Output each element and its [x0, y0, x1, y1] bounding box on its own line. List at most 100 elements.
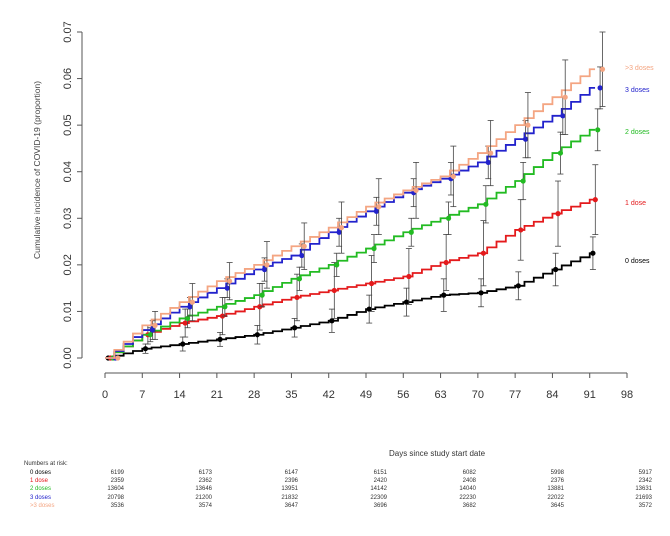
series-label: 1 dose	[625, 200, 646, 207]
x-tick-label: 70	[472, 389, 484, 401]
data-point	[597, 85, 603, 91]
risk-cell: 2376	[550, 478, 564, 485]
risk-cell: 3682	[462, 502, 476, 509]
x-tick-label: 91	[584, 389, 596, 401]
data-point	[450, 173, 456, 179]
risk-cell: 13604	[107, 486, 124, 493]
risk-cell: 3572	[638, 502, 652, 509]
risk-cell: 5998	[550, 470, 564, 476]
y-axis-label: Cumulative incidence of COVID-19 (propor…	[32, 81, 42, 259]
risk-cell: 13646	[195, 486, 212, 493]
series-line-1	[105, 198, 596, 359]
data-point	[292, 325, 298, 331]
data-point	[189, 299, 195, 305]
data-point	[522, 136, 529, 142]
data-point	[152, 322, 158, 328]
data-point	[334, 262, 340, 268]
data-point	[590, 250, 596, 256]
risk-row-label: 3 doses	[30, 494, 52, 501]
data-point	[259, 292, 265, 298]
data-point	[150, 327, 156, 333]
risk-cell: 2342	[638, 478, 652, 485]
x-tick-label: 77	[509, 389, 521, 401]
risk-cell: 3574	[198, 502, 212, 509]
data-point	[368, 280, 375, 287]
risk-cell: 6151	[373, 470, 387, 476]
risk-cell: 6082	[462, 470, 476, 476]
series-label: 2 doses	[625, 129, 650, 136]
risk-row-label: >3 doses	[30, 502, 55, 509]
data-point	[224, 285, 230, 291]
risk-cell: 3645	[550, 502, 564, 509]
data-point	[488, 150, 494, 156]
data-point	[441, 292, 447, 298]
data-point	[366, 306, 372, 312]
y-tick-label: 0.00	[62, 347, 74, 368]
y-tick-label: 0.05	[62, 114, 74, 135]
series-line-4	[105, 68, 596, 359]
data-point	[115, 355, 121, 361]
data-point	[443, 259, 449, 266]
data-point	[329, 318, 335, 324]
y-tick-label: 0.03	[62, 208, 74, 229]
data-point	[525, 122, 531, 128]
x-tick-label: 28	[248, 389, 260, 401]
y-tick-label: 0.04	[62, 161, 74, 182]
risk-cell: 13951	[281, 486, 298, 493]
x-tick-label: 14	[173, 389, 185, 401]
data-point	[520, 178, 526, 184]
data-point	[413, 187, 419, 193]
risk-cell: 6147	[284, 470, 298, 476]
risk-cell: 21693	[635, 494, 652, 501]
data-point	[331, 287, 337, 294]
risk-cell: 22309	[370, 494, 387, 501]
x-tick-label: 0	[102, 389, 108, 401]
x-tick-label: 49	[360, 389, 372, 401]
data-point	[515, 283, 521, 289]
x-tick-label: 21	[211, 389, 223, 401]
data-point	[480, 250, 487, 256]
risk-row-label: 1 dose	[30, 478, 49, 485]
data-point	[336, 229, 342, 235]
risk-cell: 2420	[373, 478, 387, 485]
risk-cell: 14142	[370, 486, 387, 493]
data-point	[560, 113, 566, 119]
x-tick-label: 63	[434, 389, 446, 401]
risk-cell: 6199	[110, 470, 124, 476]
x-tick-label: 84	[546, 389, 558, 401]
x-tick-label: 35	[285, 389, 297, 401]
data-point	[553, 266, 559, 273]
risk-cell: 2396	[284, 478, 298, 485]
data-point	[184, 315, 191, 322]
data-point	[373, 208, 379, 214]
x-tick-label: 98	[621, 389, 633, 401]
data-point	[296, 276, 303, 282]
risk-table-title: Numbers at risk:	[24, 461, 68, 467]
risk-cell: 13631	[635, 486, 652, 493]
data-point	[264, 262, 270, 268]
x-tick-label: 42	[323, 389, 335, 401]
data-point	[301, 243, 307, 249]
data-point	[142, 346, 149, 352]
data-point	[299, 252, 305, 259]
risk-cell: 3536	[110, 502, 124, 509]
data-point	[187, 304, 193, 310]
data-point	[222, 304, 228, 310]
risk-cell: 2408	[462, 478, 476, 485]
data-point	[217, 336, 223, 342]
series-line-0	[105, 252, 596, 359]
data-point	[261, 266, 268, 273]
data-point	[555, 211, 561, 217]
series-label: 0 doses	[625, 258, 650, 265]
data-point	[338, 225, 345, 231]
data-point	[180, 341, 186, 347]
risk-cell: 14040	[459, 486, 476, 493]
series-label: >3 doses	[625, 65, 654, 72]
data-point	[182, 320, 188, 326]
data-point	[485, 159, 491, 165]
series-line-3	[105, 86, 596, 359]
data-point	[227, 278, 233, 284]
data-point	[557, 150, 564, 156]
